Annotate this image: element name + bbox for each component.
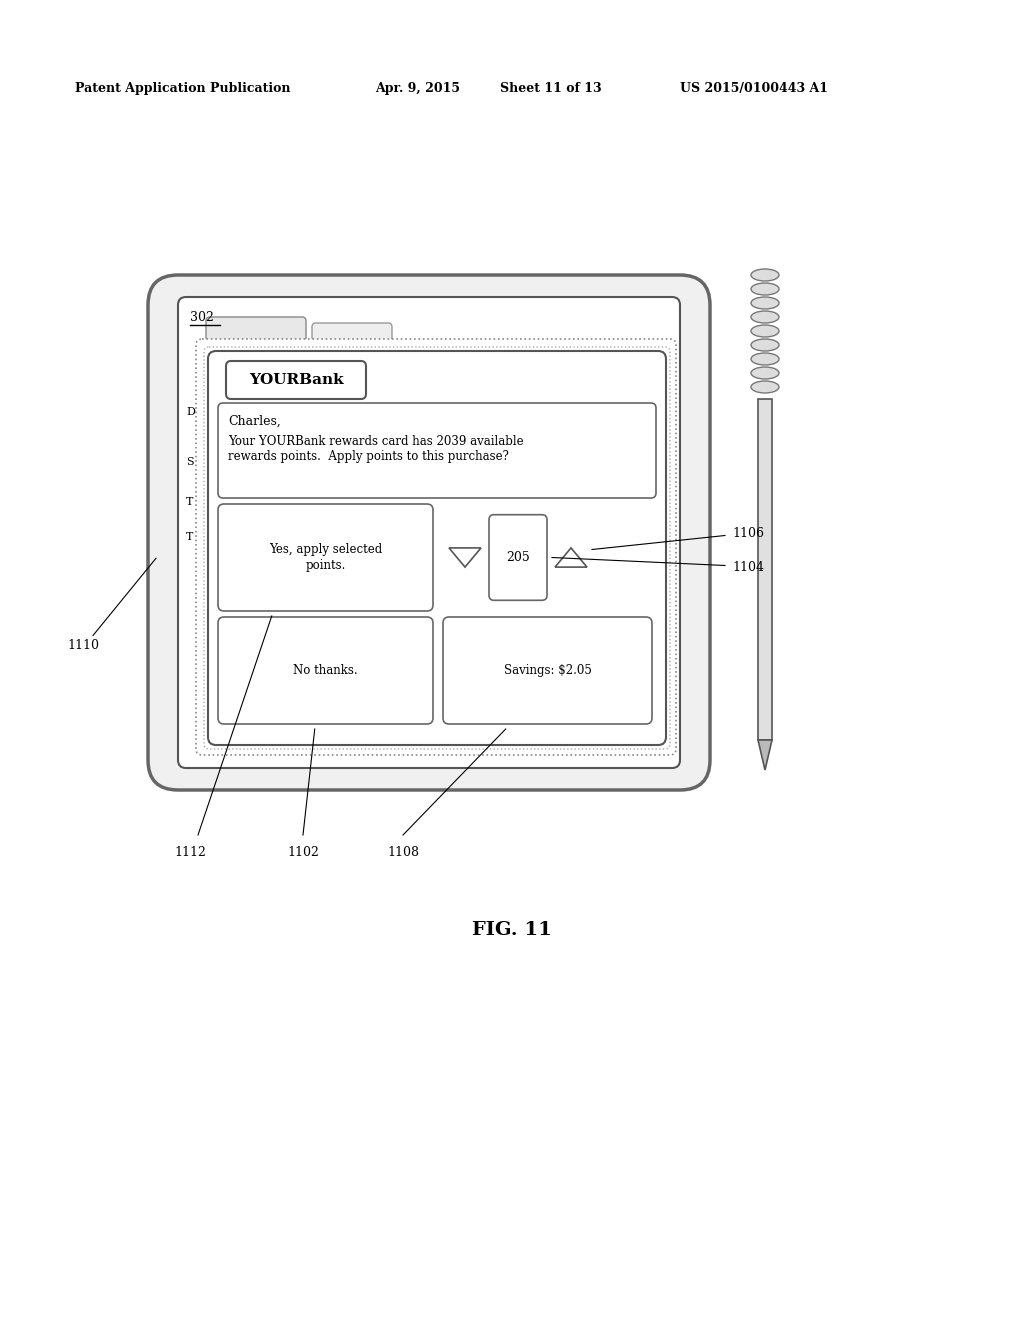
Text: 1104: 1104	[732, 561, 764, 574]
Text: 1102: 1102	[287, 846, 318, 858]
Text: T: T	[186, 532, 194, 543]
Text: Apr. 9, 2015: Apr. 9, 2015	[375, 82, 460, 95]
Polygon shape	[449, 548, 481, 568]
Text: 205: 205	[506, 550, 529, 564]
FancyBboxPatch shape	[178, 297, 680, 768]
FancyBboxPatch shape	[226, 360, 366, 399]
FancyBboxPatch shape	[204, 347, 670, 748]
Text: Yes, apply selected
points.: Yes, apply selected points.	[269, 544, 382, 572]
Text: 1108: 1108	[387, 846, 419, 858]
Ellipse shape	[751, 339, 779, 351]
Text: D: D	[186, 407, 195, 417]
FancyBboxPatch shape	[208, 351, 666, 744]
Ellipse shape	[751, 367, 779, 379]
Text: 1112: 1112	[174, 846, 206, 858]
FancyBboxPatch shape	[312, 323, 392, 341]
Ellipse shape	[751, 312, 779, 323]
FancyBboxPatch shape	[218, 616, 433, 723]
FancyBboxPatch shape	[443, 616, 652, 723]
Ellipse shape	[751, 325, 779, 337]
Text: Charles,: Charles,	[228, 414, 281, 428]
Text: T: T	[186, 498, 194, 507]
FancyBboxPatch shape	[218, 403, 656, 498]
Text: Your YOURBank rewards card has 2039 available
rewards points.  Apply points to t: Your YOURBank rewards card has 2039 avai…	[228, 436, 523, 463]
Ellipse shape	[751, 352, 779, 366]
Ellipse shape	[751, 282, 779, 294]
Ellipse shape	[751, 297, 779, 309]
FancyBboxPatch shape	[206, 317, 306, 341]
Bar	[758, 399, 772, 741]
Polygon shape	[555, 548, 587, 568]
Text: 1106: 1106	[732, 527, 764, 540]
Ellipse shape	[751, 269, 779, 281]
Text: No thanks.: No thanks.	[293, 664, 357, 677]
FancyBboxPatch shape	[218, 504, 433, 611]
Text: 1110: 1110	[67, 639, 99, 652]
FancyBboxPatch shape	[489, 515, 547, 601]
Ellipse shape	[751, 381, 779, 393]
Text: YOURBank: YOURBank	[249, 374, 343, 387]
Text: FIG. 11: FIG. 11	[472, 921, 552, 939]
Text: Sheet 11 of 13: Sheet 11 of 13	[500, 82, 602, 95]
FancyBboxPatch shape	[196, 339, 676, 755]
Text: Patent Application Publication: Patent Application Publication	[75, 82, 291, 95]
Text: S: S	[186, 457, 194, 467]
Text: Savings: $2.05: Savings: $2.05	[504, 664, 592, 677]
Text: US 2015/0100443 A1: US 2015/0100443 A1	[680, 82, 828, 95]
Text: 302: 302	[190, 312, 214, 323]
FancyBboxPatch shape	[148, 275, 710, 789]
Polygon shape	[758, 741, 772, 770]
